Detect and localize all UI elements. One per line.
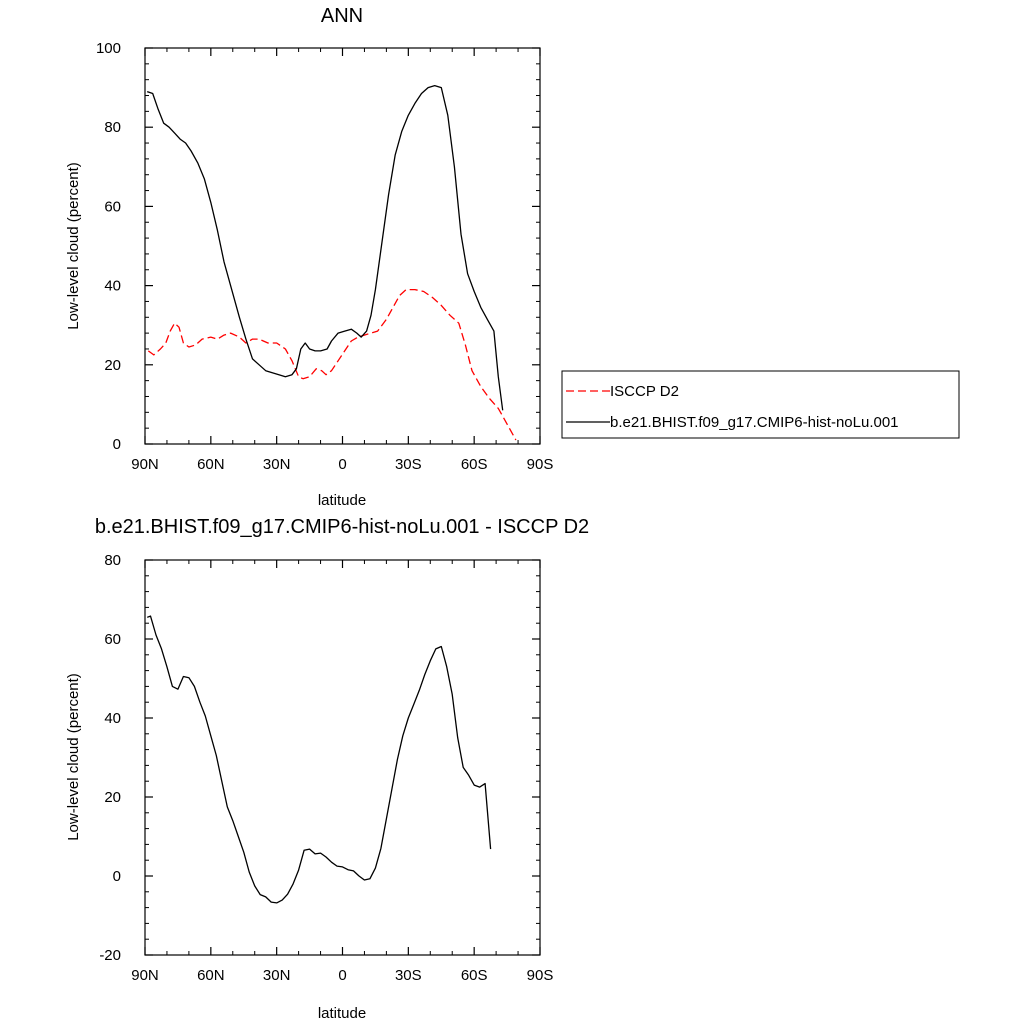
x-tick-label: 60S [461,456,488,473]
x-tick-label: 0 [338,967,346,984]
x-tick-label: 90S [527,967,554,984]
y-tick-label: 60 [104,631,121,648]
series-line-model [146,84,504,411]
x-tick-label: 90S [527,456,554,473]
y-tick-label: 0 [113,868,121,885]
x-tick-label: 60N [197,967,225,984]
x-tick-label: 30S [395,967,422,984]
y-tick-label: 0 [113,436,121,453]
x-tick-label: 30N [263,456,291,473]
legend-box [561,370,960,439]
legend-label-model: b.e21.BHIST.f09_g17.CMIP6-hist-noLu.001 [610,414,899,431]
top-x-axis-label: latitude [318,492,366,509]
y-tick-label: 40 [104,710,121,727]
y-tick-label: 80 [104,552,121,569]
top-chart-title: ANN [321,5,363,27]
top-plot-area: 90N 60N 30N 0 30S 60S 90S 0 20 40 60 80 100 [96,40,553,473]
y-tick-label: 40 [104,278,121,295]
series-line-difference [146,615,492,904]
x-tick-label: 60N [197,456,225,473]
top-y-axis-label: Low-level cloud (percent) [65,162,82,330]
plot-frame [144,559,541,956]
legend: ISCCP D2 b.e21.BHIST.f09_g17.CMIP6-hist-… [561,370,960,439]
x-tick-label: 0 [338,456,346,473]
legend-label-isccp: ISCCP D2 [610,383,679,400]
y-tick-label: 60 [104,198,121,215]
x-tick-label: 90N [131,456,159,473]
bottom-chart-title: b.e21.BHIST.f09_g17.CMIP6-hist-noLu.001 … [95,516,589,538]
bottom-y-axis-label: Low-level cloud (percent) [65,673,82,841]
series-line-isccp-d2 [147,288,517,441]
y-tick-label: 20 [104,789,121,806]
y-tick-label: -20 [99,947,121,964]
x-tick-label: 60S [461,967,488,984]
x-tick-label: 30N [263,967,291,984]
plot-frame [144,47,541,445]
bottom-plot-area: 90N 60N 30N 0 30S 60S 90S -20 0 20 40 60 80 [99,552,553,984]
y-tick-label: 100 [96,40,121,57]
y-tick-label: 20 [104,357,121,374]
x-tick-label: 90N [131,967,159,984]
x-tick-label: 30S [395,456,422,473]
bottom-x-axis-label: latitude [318,1005,366,1022]
y-tick-label: 80 [104,119,121,136]
